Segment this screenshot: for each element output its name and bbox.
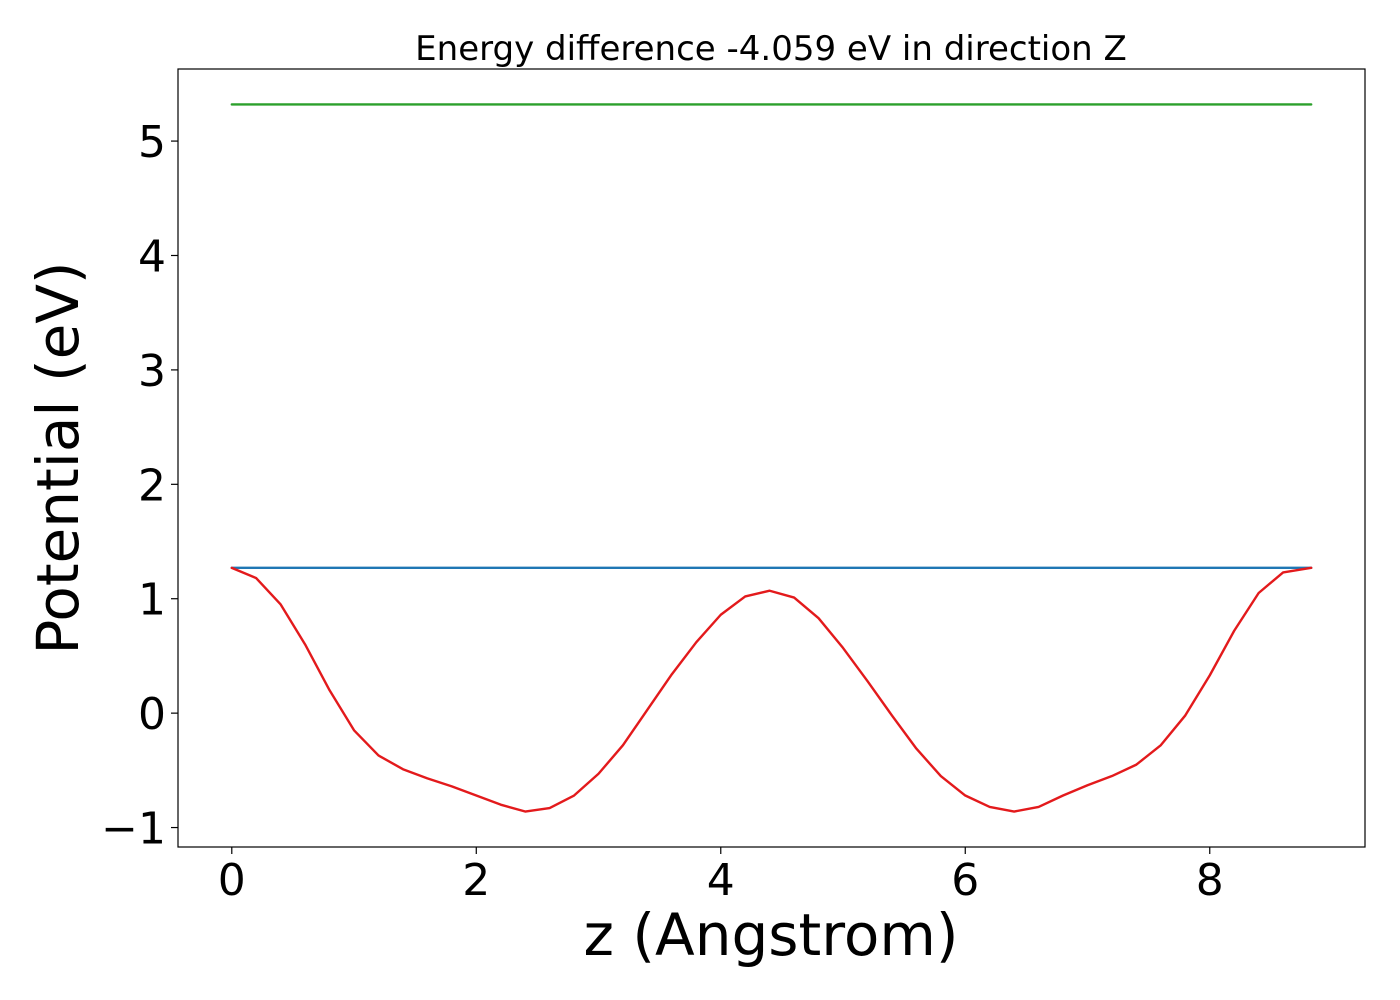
chart-title: Energy difference -4.059 eV in direction… <box>415 29 1127 69</box>
y-axis-label: Potential (eV) <box>24 261 92 654</box>
plot-frame <box>177 68 1366 848</box>
y-tick-label: 1 <box>138 575 166 626</box>
series-line-2 <box>230 566 1313 813</box>
x-axis-ticks: 0 2 4 6 8 <box>218 847 1224 906</box>
y-tick-label: 0 <box>138 689 166 740</box>
x-axis-label: z (Angstrom) <box>584 901 959 969</box>
plot-area <box>177 68 1366 848</box>
x-tick-label: 4 <box>707 855 735 906</box>
y-tick-label: 5 <box>138 117 166 168</box>
x-tick-label: 2 <box>462 855 490 906</box>
y-tick-label: 3 <box>138 346 166 397</box>
y-tick-label: 4 <box>138 231 166 282</box>
series-layer <box>230 103 1313 813</box>
y-tick-label: −1 <box>101 804 166 855</box>
x-tick-label: 8 <box>1196 855 1224 906</box>
x-tick-label: 0 <box>218 855 246 906</box>
y-tick-label: 2 <box>138 460 166 511</box>
x-tick-label: 6 <box>951 855 979 906</box>
y-axis-ticks: −1 0 1 2 3 4 5 <box>101 117 178 855</box>
